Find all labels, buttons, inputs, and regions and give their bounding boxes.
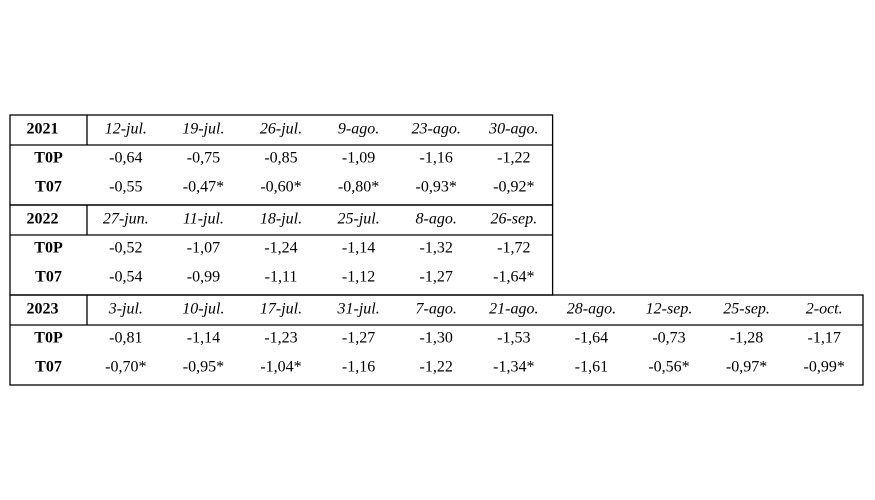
cell-value: -1,16 [342, 359, 375, 376]
cell-value: -0,47* [183, 179, 224, 196]
row-label: T07 [35, 179, 62, 196]
cell-value: -0,64 [109, 150, 142, 167]
cell-value: -1,04* [260, 359, 301, 376]
cell-value: -1,11 [265, 269, 298, 286]
cell-value: -1,12 [342, 269, 375, 286]
date: 12-jul. [105, 121, 147, 138]
year: 2021 [27, 121, 59, 138]
cell-value: -1,14 [187, 330, 220, 347]
date: 18-jul. [260, 211, 302, 228]
cell-value: -1,64 [575, 330, 608, 347]
cell-value: -1,28 [730, 330, 763, 347]
date: 11-jul. [183, 211, 224, 228]
year: 2023 [27, 301, 59, 318]
cell-value: -1,32 [420, 240, 453, 257]
date: 28-ago. [567, 301, 616, 318]
cell-value: -0,54 [109, 269, 142, 286]
date: 21-ago. [489, 301, 538, 318]
cell-value: -1,09 [342, 150, 375, 167]
date: 7-ago. [416, 301, 457, 318]
cell-value: -1,30 [420, 330, 453, 347]
cell-value: -0,70* [105, 359, 146, 376]
row-label: T0P [34, 240, 63, 257]
row-label: T0P [34, 150, 63, 167]
cell-value: -1,22 [497, 150, 530, 167]
cell-value: -1,34* [493, 359, 534, 376]
date: 10-jul. [182, 301, 224, 318]
cell-value: -0,99* [804, 359, 845, 376]
cell-value: -0,80* [338, 179, 379, 196]
cell-value: -1,16 [420, 150, 453, 167]
date: 23-ago. [412, 121, 461, 138]
date: 12-sep. [646, 301, 693, 318]
block-border [9, 294, 864, 386]
date: 2-oct. [806, 301, 843, 318]
cell-value: -0,99 [187, 269, 220, 286]
date: 25-sep. [723, 301, 770, 318]
cell-value: -0,52 [109, 240, 142, 257]
row-label: T07 [35, 359, 62, 376]
row-label: T0P [34, 330, 63, 347]
date: 31-jul. [336, 301, 379, 318]
cell-value: -0,93* [416, 179, 457, 196]
cell-value: -0,97* [726, 359, 767, 376]
cell-value: -0,55 [109, 179, 142, 196]
cell-value: -0,73 [652, 330, 685, 347]
cell-value: -0,81 [109, 330, 142, 347]
date: 17-jul. [260, 301, 302, 318]
date: 3-jul. [108, 301, 143, 318]
date: 26-jul. [260, 121, 302, 138]
cell-value: -1,22 [420, 359, 453, 376]
date: 9-ago. [338, 121, 379, 138]
cell-value: -1,64* [493, 269, 534, 286]
cell-value: -1,61 [575, 359, 608, 376]
cell-value: -0,60* [260, 179, 301, 196]
row-label: T07 [35, 269, 62, 286]
cell-value: -0,92* [493, 179, 534, 196]
cell-value: -1,24 [264, 240, 297, 257]
date: 30-ago. [488, 121, 538, 138]
year: 2022 [27, 211, 59, 228]
date: 19-jul. [182, 121, 224, 138]
cell-value: -0,75 [187, 150, 220, 167]
cell-value: -0,85 [264, 150, 297, 167]
cell-value: -1,23 [264, 330, 297, 347]
date: 26-sep. [490, 211, 537, 228]
cell-value: -1,17 [808, 330, 841, 347]
cell-value: -0,95* [183, 359, 224, 376]
cell-value: -1,72 [497, 240, 530, 257]
cell-value: -1,27 [420, 269, 453, 286]
cell-value: -1,27 [342, 330, 375, 347]
cell-value: -0,56* [648, 359, 689, 376]
cell-value: -1,14 [342, 240, 375, 257]
date: 27-jun. [103, 211, 149, 228]
date: 25-jul. [337, 211, 379, 228]
cell-value: -1,07 [187, 240, 220, 257]
date: 8-ago. [416, 211, 457, 228]
cell-value: -1,53 [497, 330, 530, 347]
